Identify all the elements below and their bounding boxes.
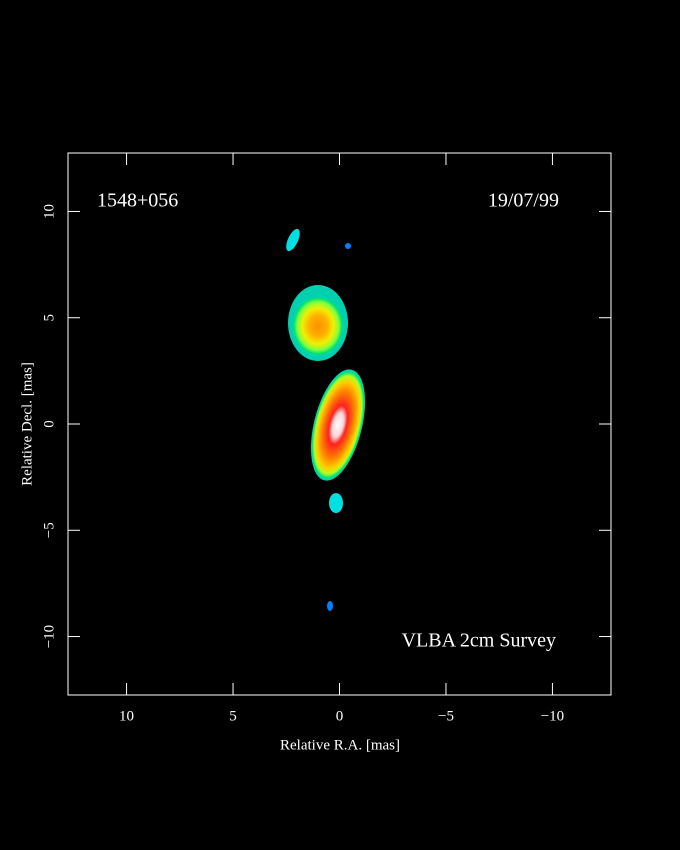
faint-component <box>345 243 351 249</box>
y-tick-label: 5 <box>41 314 57 322</box>
x-tick-label: 0 <box>336 708 344 724</box>
x-axis-label: Relative R.A. [mas] <box>280 737 400 753</box>
faint-component <box>286 228 300 252</box>
observation-date: 19/07/99 <box>488 190 559 212</box>
x-tick-label: 10 <box>119 708 134 724</box>
x-tick-label: −10 <box>541 708 564 724</box>
y-tick-label: 10 <box>41 204 57 219</box>
core-component <box>310 369 366 481</box>
faint-component <box>329 493 343 513</box>
radio-image <box>286 228 366 611</box>
y-tick-label: 0 <box>41 420 57 428</box>
jet-component <box>292 296 344 356</box>
y-tick-label: −5 <box>41 522 57 538</box>
faint-component <box>327 601 333 611</box>
survey-label: VLBA 2cm Survey <box>402 630 556 652</box>
x-tick-label: −5 <box>438 708 454 724</box>
y-axis-label: Relative Decl. [mas] <box>19 362 35 486</box>
y-tick-label: −10 <box>41 625 57 648</box>
source-name: 1548+056 <box>97 190 178 212</box>
x-tick-label: 5 <box>229 708 237 724</box>
